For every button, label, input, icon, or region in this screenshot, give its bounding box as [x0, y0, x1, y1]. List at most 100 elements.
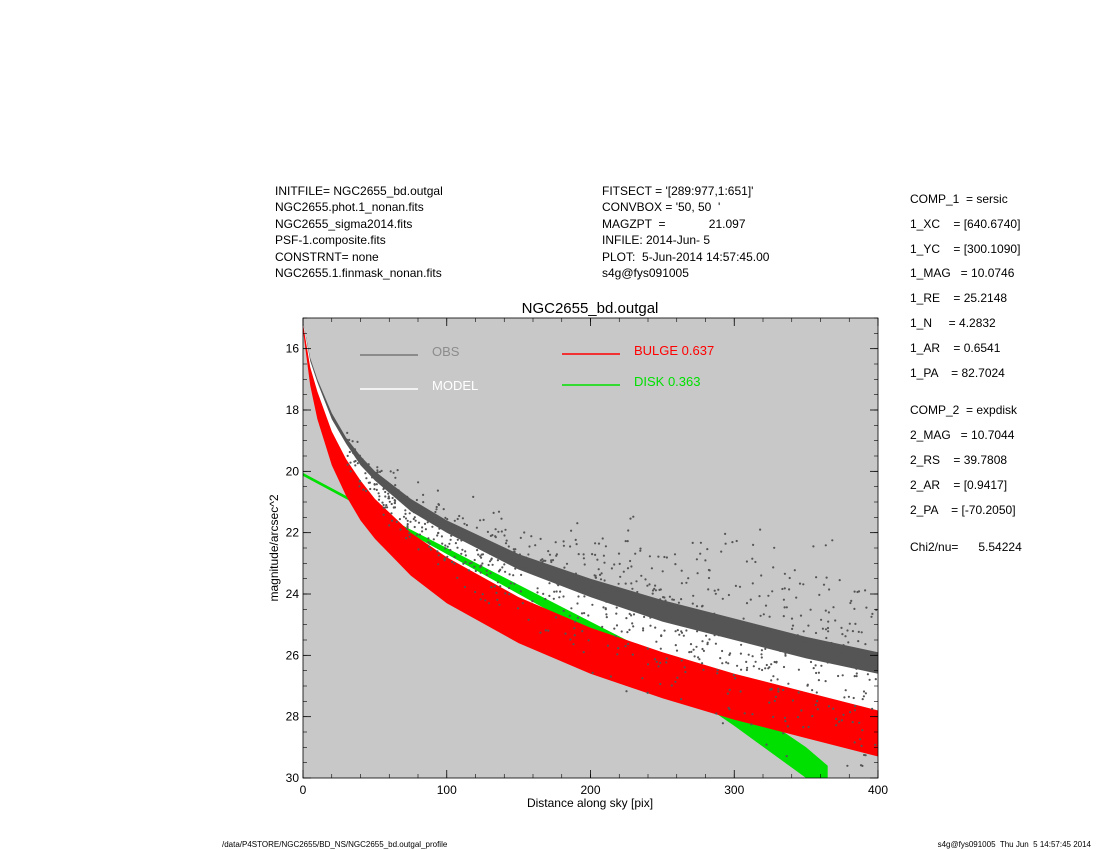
obs-point	[597, 585, 600, 588]
obs-point	[396, 469, 399, 472]
obs-point	[481, 562, 484, 565]
obs-point	[747, 653, 750, 656]
obs-point	[732, 674, 735, 677]
obs-point	[500, 530, 503, 533]
obs-point	[659, 588, 662, 591]
obs-band	[303, 321, 878, 680]
obs-point	[503, 563, 506, 566]
obs-point	[629, 559, 632, 563]
obs-point	[439, 521, 442, 524]
obs-point	[508, 593, 511, 596]
obs-point	[760, 574, 763, 577]
obs-point	[674, 680, 677, 683]
obs-point	[514, 553, 518, 556]
obs-point	[616, 653, 619, 656]
obs-point	[421, 526, 424, 529]
obs-point	[547, 629, 550, 632]
obs-point	[519, 536, 522, 540]
obs-point	[604, 545, 608, 548]
obs-point	[862, 695, 866, 698]
obs-point	[791, 624, 795, 627]
obs-point	[387, 497, 390, 500]
obs-point	[430, 517, 433, 520]
obs-point	[751, 557, 754, 560]
header-mid-line: CONVBOX = '50, 50 '	[602, 200, 721, 215]
header-mid-line: MAGZPT = 21.097	[602, 216, 746, 231]
obs-point	[474, 590, 477, 594]
obs-point	[625, 617, 628, 620]
obs-point	[838, 720, 841, 723]
obs-point	[462, 562, 465, 565]
obs-point	[669, 615, 672, 618]
obs-point	[423, 508, 427, 511]
obs-point	[853, 590, 856, 593]
obs-point	[704, 559, 707, 562]
obs-point	[680, 698, 683, 701]
obs-point	[527, 553, 530, 556]
legend-label: BULGE 0.637	[634, 343, 714, 358]
obs-point	[397, 489, 400, 492]
obs-point	[537, 565, 540, 569]
obs-point	[618, 589, 621, 593]
obs-point	[574, 538, 577, 542]
obs-point	[432, 538, 435, 541]
obs-point	[362, 488, 365, 491]
obs-point	[702, 649, 706, 653]
obs-point	[761, 668, 764, 672]
obs-point	[364, 472, 367, 475]
obs-point	[456, 538, 459, 541]
obs-point	[659, 647, 662, 650]
obs-point	[569, 545, 572, 548]
obs-point	[481, 553, 485, 556]
obs-point	[440, 535, 443, 538]
obs-point	[648, 583, 651, 586]
obs-point	[811, 689, 814, 692]
obs-point	[868, 678, 871, 681]
obs-point	[441, 542, 444, 545]
obs-point	[696, 572, 699, 575]
obs-point	[651, 589, 655, 592]
obs-point	[640, 596, 643, 599]
obs-point	[698, 658, 701, 661]
obs-point	[485, 569, 488, 572]
obs-point	[394, 484, 397, 487]
obs-point	[479, 565, 482, 569]
obs-point	[862, 690, 866, 693]
obs-point	[406, 519, 409, 522]
obs-point	[719, 657, 722, 660]
obs-point	[782, 732, 785, 735]
obs-point	[373, 483, 376, 486]
obs-point	[856, 590, 859, 594]
obs-point	[399, 528, 402, 531]
obs-point	[582, 557, 586, 560]
obs-point	[643, 615, 646, 619]
obs-point	[721, 597, 724, 600]
obs-point	[622, 570, 625, 573]
obs-point	[503, 547, 506, 550]
obs-point	[615, 612, 618, 615]
obs-point	[365, 477, 368, 480]
obs-point	[509, 582, 512, 585]
obs-point	[816, 708, 819, 711]
obs-point	[453, 519, 456, 522]
obs-point	[707, 576, 711, 580]
obs-point	[576, 616, 580, 619]
obs-point	[855, 662, 858, 666]
obs-point	[660, 634, 663, 637]
obs-point	[672, 619, 675, 623]
comp1-param: COMP_1 = sersic	[910, 192, 1008, 206]
obs-point	[840, 626, 843, 630]
obs-point	[797, 668, 801, 671]
obs-point	[414, 519, 417, 522]
obs-point	[479, 519, 482, 522]
obs-point	[594, 542, 597, 545]
obs-point	[785, 606, 788, 609]
obs-point	[375, 488, 378, 491]
obs-point	[770, 629, 773, 632]
obs-point	[572, 643, 575, 646]
obs-point	[594, 574, 597, 577]
obs-point	[436, 534, 439, 537]
obs-point	[636, 590, 639, 594]
obs-point	[422, 501, 425, 504]
obs-point	[562, 544, 566, 547]
